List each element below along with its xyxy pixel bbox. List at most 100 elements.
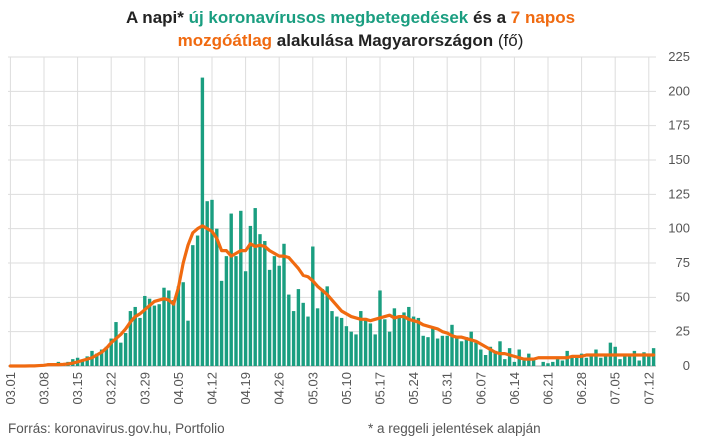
daily-cases-bar bbox=[402, 312, 406, 366]
daily-cases-bar bbox=[215, 228, 219, 366]
daily-cases-bar bbox=[205, 201, 209, 366]
daily-cases-bar bbox=[618, 359, 622, 366]
daily-cases-bar bbox=[143, 295, 147, 366]
daily-cases-bar bbox=[239, 210, 243, 366]
y-tick-label: 50 bbox=[676, 289, 690, 304]
moving-average-series bbox=[8, 224, 656, 368]
x-tick-label: 06.21 bbox=[541, 372, 556, 405]
daily-cases-bar bbox=[99, 349, 104, 366]
x-tick-label: 05.24 bbox=[406, 372, 421, 405]
x-tick-label: 05.17 bbox=[373, 372, 388, 405]
source-note: Forrás: koronavirus.gov.hu, Portfolio bbox=[8, 421, 225, 436]
daily-cases-bar bbox=[555, 359, 560, 366]
daily-cases-bar bbox=[589, 355, 593, 366]
chart-title-seven-day: 7 napos bbox=[510, 8, 576, 27]
daily-cases-bar bbox=[234, 256, 238, 366]
chart-title-line-2: mozgóátlag alakulása Magyarországon (fő) bbox=[0, 29, 701, 52]
daily-cases-bar bbox=[200, 77, 205, 366]
daily-cases-bar bbox=[570, 357, 574, 366]
daily-cases-bar bbox=[109, 338, 113, 366]
x-tick-label: 07.05 bbox=[608, 372, 623, 405]
daily-cases-bar bbox=[157, 304, 161, 366]
y-tick-label: 75 bbox=[676, 255, 690, 270]
daily-cases-bar bbox=[445, 335, 449, 366]
daily-cases-bar bbox=[407, 306, 411, 366]
daily-cases-bar bbox=[258, 234, 262, 366]
moving-average-line bbox=[8, 224, 656, 368]
daily-cases-bar bbox=[474, 342, 478, 366]
daily-cases-bar bbox=[128, 311, 133, 366]
chart-title-daily-cases: új koronavírusos megbetegedések bbox=[188, 8, 469, 27]
daily-cases-bar bbox=[80, 360, 85, 366]
daily-cases-bar bbox=[104, 346, 109, 366]
x-axis: 03.01 03.08 03.15 03.22 03.29 04.05 04.12 04.19… bbox=[3, 372, 656, 405]
daily-cases-bar bbox=[599, 357, 603, 366]
daily-cases-bar bbox=[152, 305, 157, 366]
daily-cases-bar bbox=[531, 357, 536, 366]
daily-cases-bar bbox=[243, 271, 248, 366]
daily-cases-bar bbox=[330, 311, 334, 366]
daily-cases-bar bbox=[584, 357, 589, 366]
y-tick-label: 100 bbox=[668, 221, 690, 236]
x-tick-label: 03.22 bbox=[104, 372, 119, 405]
x-tick-label: 03.08 bbox=[37, 372, 52, 405]
x-tick-label: 05.03 bbox=[305, 372, 320, 405]
daily-cases-bar bbox=[176, 286, 181, 366]
daily-cases-bar bbox=[579, 353, 584, 366]
y-axis: 0 25 50 75 100 125 150 175 200 225 bbox=[668, 49, 690, 373]
daily-cases-bar bbox=[253, 208, 257, 366]
x-tick-label: 03.29 bbox=[137, 372, 152, 405]
daily-cases-bar bbox=[301, 302, 305, 366]
daily-cases-bar bbox=[186, 320, 190, 366]
y-tick-label: 25 bbox=[676, 324, 690, 339]
daily-cases-bar bbox=[431, 327, 435, 366]
daily-cases-bar bbox=[291, 311, 296, 366]
daily-cases-bar bbox=[464, 337, 469, 366]
daily-cases-bar bbox=[426, 337, 430, 366]
daily-cases-bar bbox=[325, 286, 329, 366]
x-tick-label: 06.28 bbox=[574, 372, 589, 405]
x-tick-label: 06.07 bbox=[473, 372, 488, 405]
x-tick-label: 06.14 bbox=[507, 372, 522, 405]
daily-cases-bar bbox=[267, 269, 272, 366]
daily-cases-bar bbox=[248, 225, 253, 366]
x-tick-label: 03.15 bbox=[70, 372, 85, 405]
daily-cases-bar bbox=[479, 349, 483, 366]
daily-cases-bar bbox=[296, 289, 301, 366]
daily-cases-bar bbox=[263, 241, 267, 366]
daily-cases-bar bbox=[642, 352, 646, 366]
daily-cases-bar bbox=[320, 289, 325, 366]
daily-cases-bar bbox=[551, 361, 555, 366]
footnote: * a reggeli jelentések alapján bbox=[368, 421, 541, 436]
daily-cases-bar bbox=[229, 213, 233, 366]
daily-cases-bar bbox=[603, 353, 608, 366]
daily-cases-bar bbox=[522, 360, 526, 366]
daily-cases-bar bbox=[647, 356, 651, 366]
chart-title-moving-average: mozgóátlag bbox=[177, 31, 273, 50]
x-tick-label: 04.12 bbox=[205, 372, 220, 405]
daily-cases-bar bbox=[224, 256, 229, 366]
daily-cases-bar bbox=[541, 361, 545, 366]
daily-cases-bar bbox=[469, 331, 473, 366]
daily-cases-bar bbox=[315, 308, 320, 366]
chart-title-connector: és a bbox=[468, 8, 511, 27]
daily-cases-bar bbox=[632, 350, 637, 366]
daily-cases-bar bbox=[594, 349, 598, 366]
daily-cases-bar bbox=[344, 326, 349, 366]
daily-cases-bar bbox=[85, 356, 89, 366]
daily-cases-bar bbox=[138, 317, 142, 366]
daily-cases-bar bbox=[483, 355, 488, 366]
daily-cases-bar bbox=[411, 316, 416, 366]
daily-cases-bar bbox=[503, 359, 507, 366]
daily-cases-bar bbox=[575, 355, 579, 366]
daily-cases-bar bbox=[637, 360, 641, 366]
daily-cases-bar bbox=[623, 353, 627, 366]
daily-cases-bar bbox=[95, 353, 99, 366]
daily-cases-bar bbox=[459, 341, 464, 366]
daily-cases-bar bbox=[378, 290, 382, 366]
daily-cases-bar bbox=[133, 306, 137, 366]
daily-cases-bar bbox=[455, 337, 459, 366]
x-tick-label: 04.26 bbox=[272, 372, 287, 405]
daily-cases-bar bbox=[277, 265, 281, 366]
